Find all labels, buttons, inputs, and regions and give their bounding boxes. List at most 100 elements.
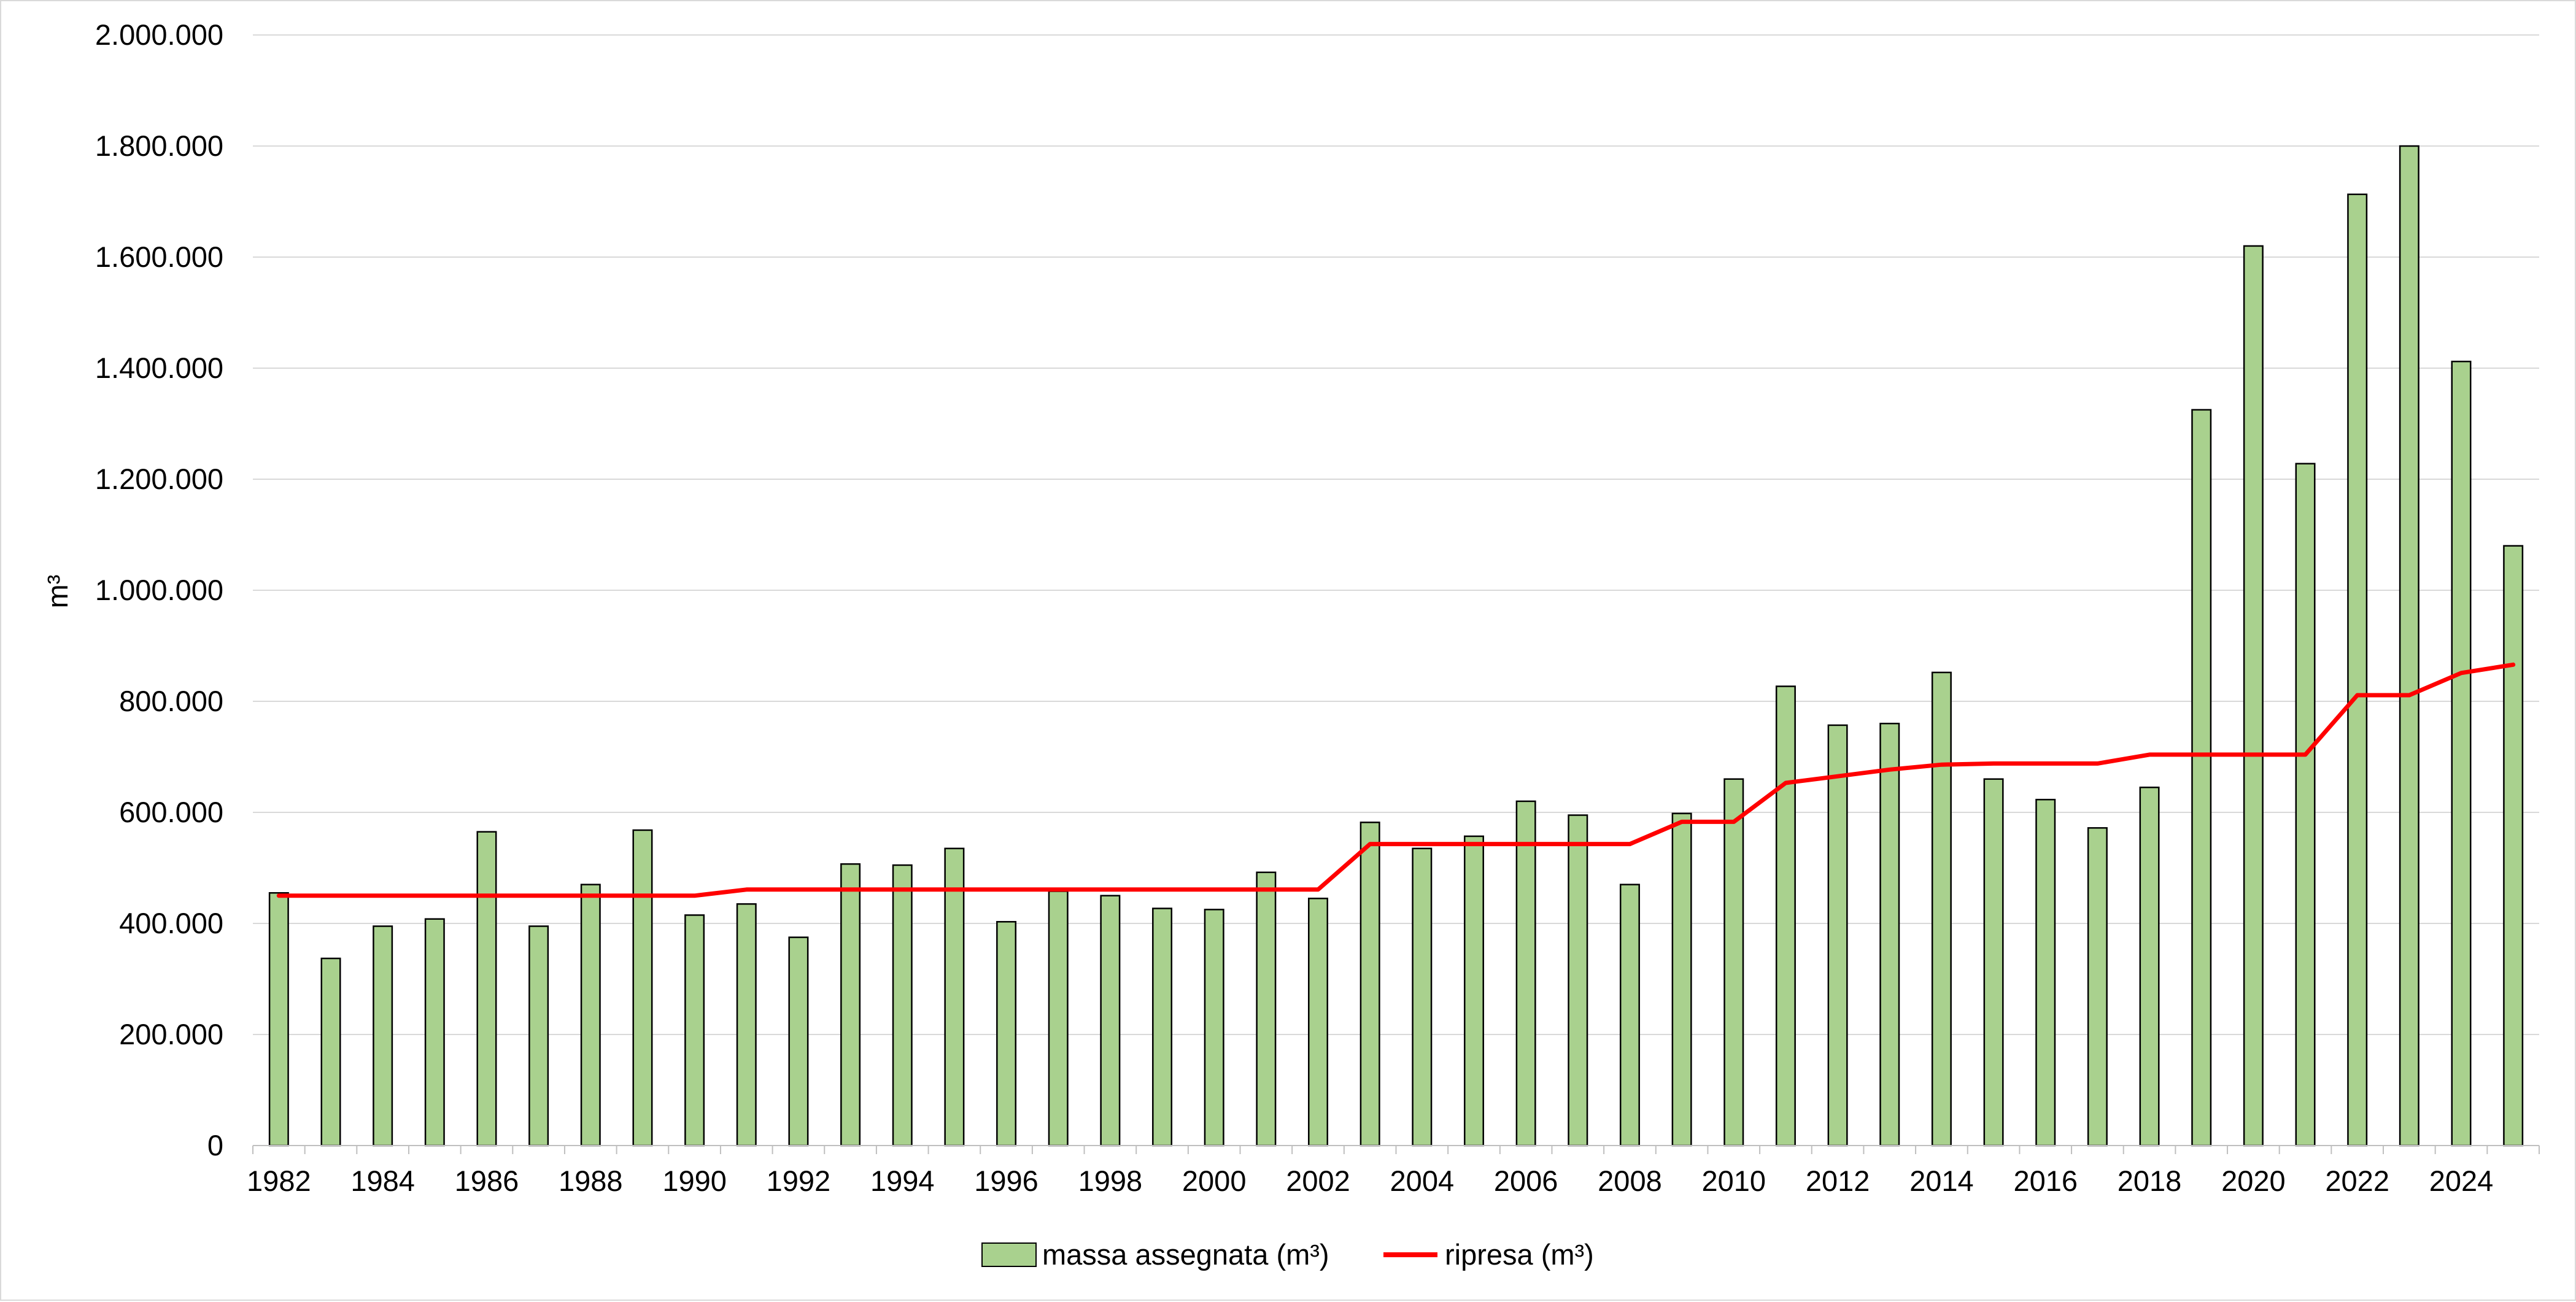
ripresa-point-2021 <box>2305 754 2306 755</box>
bar-2017 <box>2087 827 2108 1147</box>
ripresa-line <box>276 662 2516 898</box>
legend-label-bar: massa assegnata (m³) <box>1042 1238 1329 1271</box>
bar-2000 <box>1204 909 1224 1147</box>
bar-2002 <box>1308 898 1328 1147</box>
bar-1991 <box>736 903 757 1147</box>
ripresa-point-2019 <box>2201 754 2202 755</box>
x-tick-label: 2020 <box>2221 1165 2286 1197</box>
x-tick-label: 2010 <box>1702 1165 1766 1197</box>
bar-2022 <box>2347 193 2368 1147</box>
bar-2010 <box>1723 778 1744 1147</box>
x-tick-label: 2016 <box>2013 1165 2078 1197</box>
x-tick-label: 1982 <box>247 1165 311 1197</box>
bar-2012 <box>1827 724 1848 1147</box>
bar-1989 <box>632 829 653 1147</box>
bar-1992 <box>788 936 809 1147</box>
ripresa-point-2016 <box>2045 763 2046 764</box>
ripresa-point-1988 <box>590 895 591 896</box>
legend: massa assegnata (m³) ripresa (m³) <box>981 1238 1594 1271</box>
y-tick-labels: 0 200.000 400.000 600.000 800.000 1.000.000 1.… <box>95 18 223 1161</box>
bar-1997 <box>1048 890 1069 1147</box>
bar-1993 <box>840 863 861 1147</box>
x-tick-label: 2024 <box>2429 1165 2494 1197</box>
bar-2009 <box>1671 812 1692 1147</box>
x-tick-label: 1986 <box>455 1165 519 1197</box>
ripresa-point-2020 <box>2253 754 2254 755</box>
bar-2003 <box>1360 822 1380 1147</box>
bar-2023 <box>2399 145 2419 1147</box>
ripresa-point-1986 <box>486 895 487 896</box>
bar-1986 <box>476 831 497 1147</box>
bar-2011 <box>1775 685 1796 1147</box>
bar-2024 <box>2451 360 2472 1147</box>
y-tick-label: 1.800.000 <box>95 129 223 162</box>
bar-2013 <box>1879 722 1900 1147</box>
y-tick-label: 800.000 <box>119 685 223 717</box>
axes <box>252 1145 2540 1154</box>
bar-1990 <box>684 914 705 1147</box>
bar-1984 <box>373 925 393 1147</box>
bar-2001 <box>1256 871 1277 1147</box>
bar-2020 <box>2243 245 2264 1147</box>
ripresa-point-1987 <box>538 895 540 896</box>
line-series <box>276 662 2516 898</box>
x-tick-label: 2002 <box>1286 1165 1350 1197</box>
bar-2016 <box>2035 798 2056 1147</box>
ripresa-point-1992 <box>798 889 799 890</box>
x-tick-label: 2018 <box>2118 1165 2182 1197</box>
bar-2019 <box>2191 409 2212 1147</box>
bar-2021 <box>2295 463 2316 1147</box>
bar-2007 <box>1568 814 1588 1147</box>
y-tick-label: 200.000 <box>119 1018 223 1050</box>
ripresa-point-2023 <box>2408 695 2410 696</box>
x-tick-label: 1984 <box>350 1165 415 1197</box>
ripresa-point-1983 <box>330 895 331 896</box>
ripresa-point-2013 <box>1889 769 1890 770</box>
bar-1998 <box>1100 895 1121 1147</box>
y-axis-title: m³ <box>41 575 74 609</box>
bar-1995 <box>944 847 965 1147</box>
bar-2005 <box>1464 835 1484 1147</box>
bar-2014 <box>1931 671 1952 1147</box>
x-tick-label: 2014 <box>1909 1165 1974 1197</box>
ripresa-point-1984 <box>382 895 384 896</box>
bar-2008 <box>1619 884 1640 1147</box>
x-tick-label: 1998 <box>1078 1165 1143 1197</box>
y-tick-label: 0 <box>207 1129 223 1161</box>
bar-1996 <box>996 921 1017 1147</box>
bar-1987 <box>528 925 549 1147</box>
bar-series <box>268 145 2524 1147</box>
y-tick-label: 2.000.000 <box>95 18 223 51</box>
ripresa-point-2024 <box>2461 672 2462 674</box>
x-tick-label: 1988 <box>559 1165 623 1197</box>
x-tick-labels: 1982 1984 1986 1988 1990 1992 1994 1996 1998 2000… <box>247 1165 2493 1197</box>
y-tick-label: 600.000 <box>119 796 223 828</box>
bar-1994 <box>892 864 913 1147</box>
ripresa-point-2000 <box>1213 889 1215 890</box>
x-tick-label: 1996 <box>974 1165 1039 1197</box>
bar-2025 <box>2503 545 2524 1147</box>
ripresa-point-1990 <box>694 895 695 896</box>
ripresa-point-1989 <box>642 895 643 896</box>
ripresa-point-1993 <box>850 889 851 890</box>
ripresa-point-1991 <box>746 889 747 890</box>
x-tick-label: 2022 <box>2325 1165 2389 1197</box>
legend-swatch-bar <box>981 1242 1037 1267</box>
x-tick-label: 2006 <box>1494 1165 1558 1197</box>
bar-1985 <box>424 918 445 1147</box>
ripresa-point-2011 <box>1785 782 1786 784</box>
y-tick-label: 1.600.000 <box>95 241 223 273</box>
bar-1983 <box>320 957 341 1147</box>
bar-1982 <box>268 892 289 1147</box>
ripresa-point-2017 <box>2097 763 2098 764</box>
bar-1999 <box>1152 907 1173 1147</box>
y-tick-label: 1.200.000 <box>95 463 223 495</box>
x-tick-label: 2004 <box>1390 1165 1455 1197</box>
x-tick-label: 1994 <box>870 1165 935 1197</box>
y-tick-label: 1.400.000 <box>95 352 223 384</box>
x-tick-label: 1990 <box>662 1165 727 1197</box>
ripresa-point-2018 <box>2149 754 2150 755</box>
ripresa-point-1996 <box>1006 889 1007 890</box>
